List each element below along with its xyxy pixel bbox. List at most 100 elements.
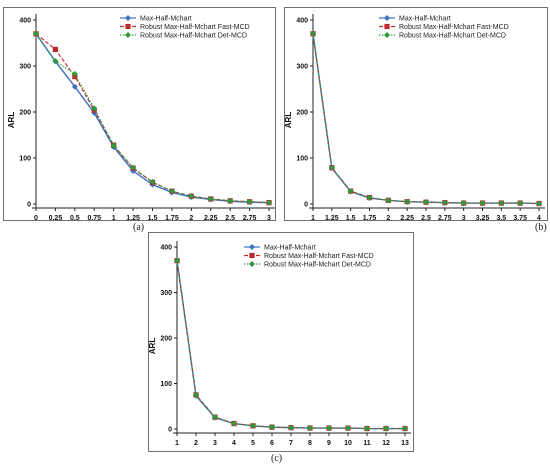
chart-a-x-tick-label: 2 <box>189 215 193 222</box>
chart-b-series-3-point <box>328 164 335 171</box>
chart-a-x-tick-label: 2.75 <box>243 215 257 222</box>
chart-b-y-tick-label: 400 <box>296 18 308 25</box>
chart-b-series-1-line <box>312 33 540 205</box>
chart-b-series-3-point <box>536 200 542 207</box>
chart-b-y-tick-label: 0 <box>304 202 308 209</box>
chart-a-x-tick-label: 3 <box>267 215 271 222</box>
chart-b-x-tick-label: 3.75 <box>513 215 527 222</box>
chart-panel-c: 0 100 200 300 400 1 2 3 4 5 6 7 8 9 10 11 12 13 ARL Max-Hal… <box>148 232 414 452</box>
chart-b-series-3-point <box>517 200 524 207</box>
chart-a-x-tick-label: 1.75 <box>165 215 179 222</box>
chart-a-series-3-point <box>246 198 253 205</box>
chart-a-legend-label-3: Robust Max-Half-Mchart Det-MCD <box>140 33 247 40</box>
chart-a-series-3-point <box>188 193 195 200</box>
chart-c-x-tick-label: 13 <box>401 440 409 447</box>
chart-a-series-3-point <box>266 199 272 206</box>
chart-b-series-3-point <box>347 188 354 195</box>
chart-a-series-1-line <box>35 33 270 204</box>
chart-b-y-tick-label: 200 <box>296 110 308 117</box>
chart-c-series-3-point <box>383 425 389 432</box>
chart-a-y-tick-label: 400 <box>19 18 31 25</box>
chart-a-x-tick-label: 0.25 <box>49 215 63 222</box>
chart-b-x-tick-label: 1.25 <box>325 215 339 222</box>
chart-c-series-3-point <box>402 425 408 432</box>
chart-b-series-3-point <box>441 199 448 206</box>
chart-a-series-3-point <box>52 57 59 64</box>
chart-a-legend-marker-3 <box>125 32 131 38</box>
chart-a-y-tick-label: 300 <box>19 64 31 71</box>
chart-a-legend-label-1: Max-Half-Mchart <box>140 16 192 23</box>
chart-c-legend-marker-2 <box>249 252 255 259</box>
chart-c-series-3-point <box>193 391 199 398</box>
chart-a-series-3-point <box>168 188 175 195</box>
chart-a-x-tick-label: 2.25 <box>204 215 218 222</box>
chart-a-series-3-point <box>33 30 39 37</box>
chart-b-series-3-point <box>366 194 373 201</box>
chart-c-series-3-point <box>269 424 275 431</box>
chart-a-series-2-point <box>52 46 59 53</box>
chart-caption-a: (a) <box>133 222 145 233</box>
chart-b-legend-marker-2 <box>384 23 390 30</box>
chart-a-x-tick-label: 1.5 <box>148 215 158 222</box>
chart-caption-b: (b) <box>535 222 547 233</box>
chart-a-x-tick-label: 2.5 <box>225 215 235 222</box>
chart-a-series-3-point <box>110 142 117 149</box>
chart-a-y-tick-label: 0 <box>27 202 31 209</box>
chart-a-series-3-point <box>207 195 214 202</box>
chart-c-y-axis-label: ARL <box>148 338 157 355</box>
chart-a-x-tick-label: 0 <box>34 215 38 222</box>
chart-b-x-tick-label: 1 <box>311 215 315 222</box>
chart-c-y-tick-label: 300 <box>160 290 172 297</box>
chart-panel-b: 0 100 200 300 400 1 1.25 1.5 1.75 2 2.25 2.5 2.75 3 3.… <box>284 7 548 222</box>
chart-a-series-3-line <box>35 33 270 204</box>
chart-b-legend-label-3: Robust Max-Half-Mchart Det-MCD <box>399 33 506 40</box>
chart-b-series-3-point <box>404 198 411 205</box>
chart-b-series-2-line <box>312 33 540 205</box>
chart-b-legend-marker-1 <box>384 15 390 21</box>
chart-c-x-tick-label: 9 <box>327 440 331 447</box>
chart-c-x-tick-label: 12 <box>382 440 390 447</box>
chart-b-series-3-point <box>423 199 429 206</box>
chart-b-series-3-point <box>479 200 486 207</box>
chart-c-legend-marker-3 <box>249 261 255 267</box>
chart-b-y-tick-label: 100 <box>296 156 308 163</box>
chart-c-series-3-point <box>326 425 332 432</box>
chart-c-legend-label-2: Robust Max-Half-Mchart Fast-MCD <box>264 253 374 260</box>
chart-a-x-tick-label: 1.25 <box>126 215 140 222</box>
chart-c-y-tick-label: 200 <box>160 336 172 343</box>
chart-b-x-tick-label: 2.5 <box>421 215 431 222</box>
chart-a-y-axis-label: ARL <box>7 112 16 129</box>
chart-c-x-tick-label: 10 <box>344 440 352 447</box>
chart-b-series-3-point <box>498 200 505 207</box>
chart-c-legend-label-1: Max-Half-Mchart <box>264 245 316 252</box>
chart-b-x-tick-label: 4 <box>537 215 541 222</box>
chart-b-x-tick-label: 3.5 <box>496 215 506 222</box>
chart-a-x-tick-label: 0.75 <box>87 215 101 222</box>
chart-a-series-3-point <box>91 105 98 112</box>
chart-a-legend-marker-1 <box>125 15 131 21</box>
chart-b-x-tick-label: 3.25 <box>476 215 490 222</box>
chart-c-y-tick-label: 400 <box>160 245 172 252</box>
chart-a-legend-label-2: Robust Max-Half-Mchart Fast-MCD <box>140 24 250 31</box>
chart-a-y-tick-label: 100 <box>19 156 31 163</box>
chart-b-y-tick-label: 300 <box>296 64 308 71</box>
chart-c-series-3-point <box>250 422 256 429</box>
chart-caption-c: (c) <box>271 453 283 464</box>
chart-c-legend-marker-1 <box>249 244 255 250</box>
chart-c-series-3-point <box>231 420 237 427</box>
chart-b-legend-label-1: Max-Half-Mchart <box>399 16 451 23</box>
chart-b-legend-label-2: Robust Max-Half-Mchart Fast-MCD <box>399 24 509 31</box>
chart-c-series-3-point <box>174 257 180 264</box>
chart-b-x-tick-label: 1.5 <box>346 215 356 222</box>
chart-b-y-axis-label: ARL <box>284 112 293 129</box>
chart-a-series-1-point <box>71 83 78 90</box>
chart-b-x-tick-label: 2.75 <box>438 215 452 222</box>
chart-c-x-tick-label: 4 <box>232 440 236 447</box>
chart-c-x-tick-label: 2 <box>194 440 198 447</box>
chart-a-series-2-line <box>35 33 270 204</box>
chart-b-series-3-line <box>312 33 540 205</box>
chart-c-series-3-point <box>212 414 218 421</box>
chart-a-legend-marker-2 <box>125 23 131 30</box>
chart-b-x-tick-label: 2 <box>386 215 390 222</box>
